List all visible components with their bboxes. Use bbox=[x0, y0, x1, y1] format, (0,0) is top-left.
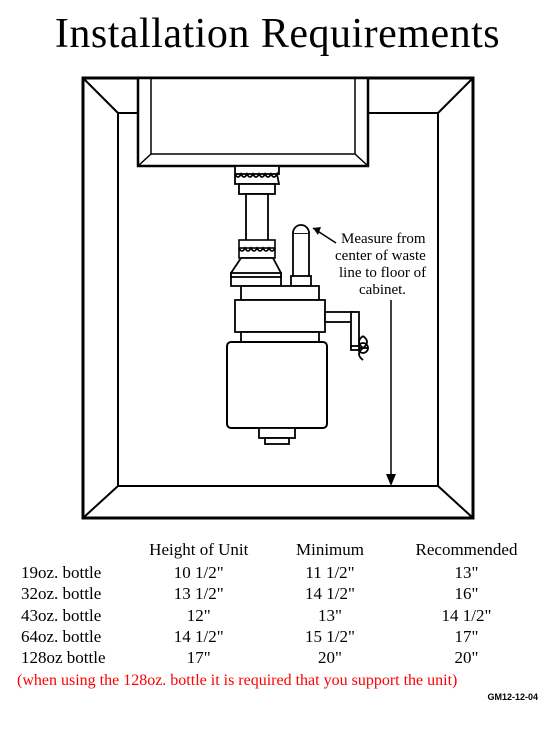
cell-min: 15 1/2" bbox=[267, 626, 393, 647]
cell-height: 13 1/2" bbox=[131, 583, 268, 604]
cell-min: 14 1/2" bbox=[267, 583, 393, 604]
table-row: 64oz. bottle 14 1/2" 15 1/2" 17" bbox=[15, 626, 540, 647]
callout-line-4: cabinet. bbox=[359, 282, 406, 298]
cell-size: 128oz bottle bbox=[15, 647, 131, 668]
cell-size: 32oz. bottle bbox=[15, 583, 131, 604]
cell-size: 43oz. bottle bbox=[15, 605, 131, 626]
installation-diagram: Measure from center of waste line to flo… bbox=[63, 68, 493, 528]
cell-min: 20" bbox=[267, 647, 393, 668]
table-row: 43oz. bottle 12" 13" 14 1/2" bbox=[15, 605, 540, 626]
cell-min: 11 1/2" bbox=[267, 562, 393, 583]
cell-rec: 16" bbox=[393, 583, 540, 604]
table-row: 19oz. bottle 10 1/2" 11 1/2" 13" bbox=[15, 562, 540, 583]
table-header-row: Height of Unit Minimum Recommended bbox=[15, 540, 540, 562]
callout-line-3: line to floor of bbox=[339, 265, 426, 281]
cell-height: 12" bbox=[131, 605, 268, 626]
cell-size: 64oz. bottle bbox=[15, 626, 131, 647]
callout-line-2: center of waste bbox=[335, 248, 426, 264]
col-recommended: Recommended bbox=[393, 540, 540, 562]
cell-height: 17" bbox=[131, 647, 268, 668]
cell-rec: 17" bbox=[393, 626, 540, 647]
table-row: 128oz bottle 17" 20" 20" bbox=[15, 647, 540, 668]
callout-line-1: Measure from bbox=[341, 231, 426, 247]
dimensions-table: Height of Unit Minimum Recommended 19oz.… bbox=[15, 540, 540, 668]
col-height: Height of Unit bbox=[131, 540, 268, 562]
document-id: GM12-12-04 bbox=[15, 692, 540, 702]
cell-rec: 13" bbox=[393, 562, 540, 583]
table-row: 32oz. bottle 13 1/2" 14 1/2" 16" bbox=[15, 583, 540, 604]
page-title: Installation Requirements bbox=[15, 10, 540, 58]
cell-rec: 14 1/2" bbox=[393, 605, 540, 626]
cell-height: 10 1/2" bbox=[131, 562, 268, 583]
cell-rec: 20" bbox=[393, 647, 540, 668]
cell-min: 13" bbox=[267, 605, 393, 626]
footnote-warning: (when using the 128oz. bottle it is requ… bbox=[15, 672, 540, 690]
col-minimum: Minimum bbox=[267, 540, 393, 562]
cell-height: 14 1/2" bbox=[131, 626, 268, 647]
cell-size: 19oz. bottle bbox=[15, 562, 131, 583]
col-blank bbox=[15, 540, 131, 562]
